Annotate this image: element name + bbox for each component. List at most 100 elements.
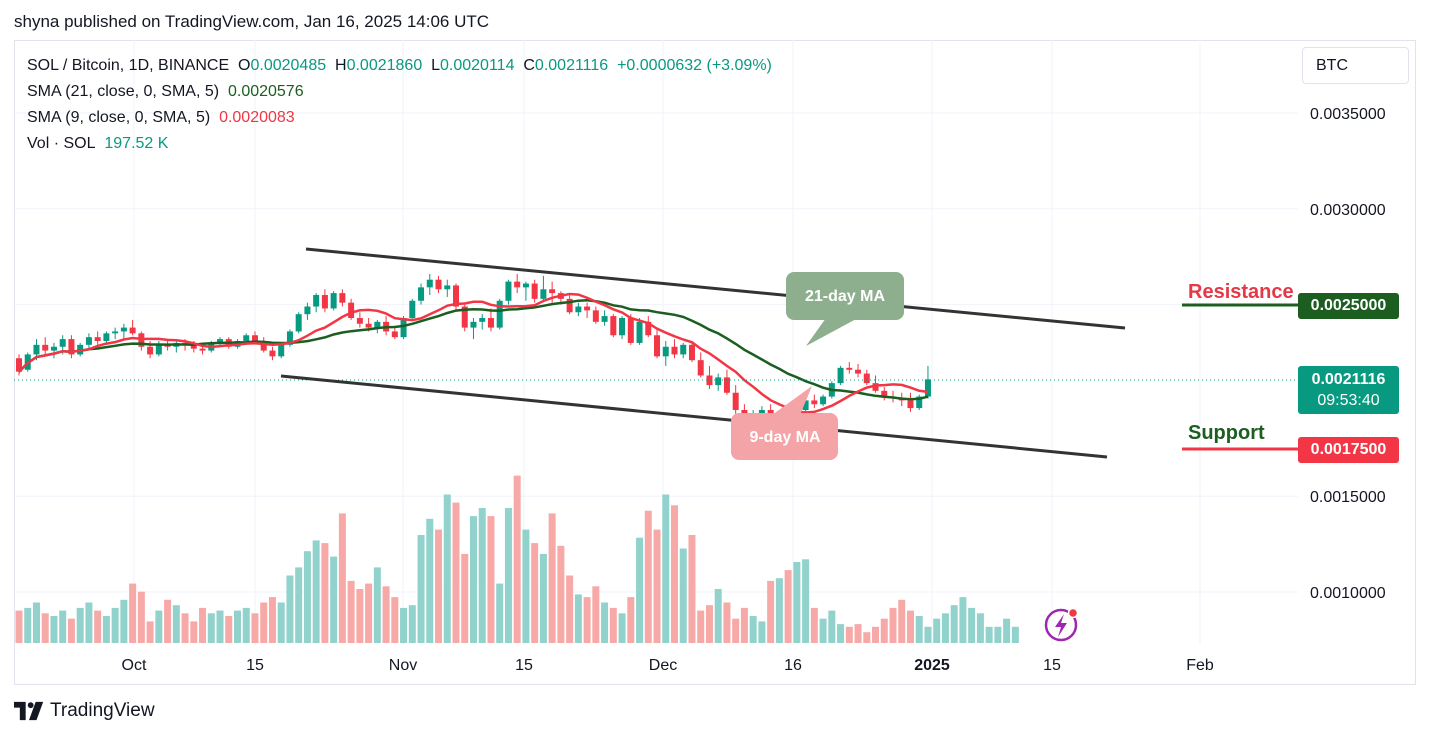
volume-bar	[784, 570, 792, 643]
volume-bar	[775, 578, 783, 643]
candle-body	[426, 279, 433, 288]
volume-row[interactable]: Vol · SOL 197.52 K	[27, 131, 772, 157]
volume-bar	[732, 618, 740, 643]
sma9-label: SMA (9, close, 0, SMA, 5)	[27, 109, 211, 126]
volume-bar	[400, 607, 408, 643]
candle-body	[549, 289, 556, 294]
candle-body	[33, 344, 40, 355]
candle-body	[575, 306, 582, 313]
volume-bar	[906, 610, 914, 643]
candle-body	[496, 300, 503, 328]
change-value: +0.0000632 (+3.09%)	[617, 57, 772, 74]
candles	[16, 273, 931, 428]
x-tick-label: Nov	[389, 657, 417, 674]
volume-bar	[94, 610, 102, 643]
volume-bar	[487, 516, 495, 643]
candle-body	[50, 346, 57, 351]
candle-body	[356, 318, 363, 324]
volume-bar	[802, 559, 810, 643]
y-tick-label: 0.0030000	[1310, 202, 1386, 219]
candle-body	[514, 281, 521, 288]
volume-bar	[382, 586, 390, 643]
footer-brand[interactable]: TradingView	[14, 700, 155, 722]
volume-bar	[129, 583, 137, 643]
candle-body	[610, 316, 617, 336]
symbol-label[interactable]: SOL / Bitcoin, 1D, BINANCE	[27, 57, 230, 74]
footer-brand-name: TradingView	[50, 700, 155, 721]
volume-bar	[574, 594, 582, 643]
close-value: 0.0021116	[534, 57, 609, 74]
candle-body	[313, 295, 320, 307]
volume-bar	[609, 607, 617, 643]
candle-body	[688, 344, 695, 361]
volume-bar	[120, 599, 128, 643]
volume-bar	[592, 586, 600, 643]
support-label: Support	[1188, 422, 1265, 444]
volume-bar	[618, 613, 626, 643]
candle-body	[863, 373, 870, 384]
volume-bar	[190, 621, 198, 643]
candle-body	[330, 293, 337, 309]
channel-lower-line[interactable]	[280, 374, 1108, 459]
candle-body	[522, 283, 529, 288]
candle-body	[479, 318, 486, 322]
candle-body	[680, 344, 687, 355]
candle-body	[592, 310, 599, 322]
volume-bar	[391, 597, 399, 643]
currency-button[interactable]: BTC	[1302, 47, 1409, 84]
volume-bar	[697, 610, 705, 643]
candle-body	[339, 293, 346, 303]
open-value: 0.0020485	[250, 57, 327, 74]
volume-bar	[234, 610, 241, 643]
lightning-icon[interactable]	[1044, 607, 1079, 642]
volume-bar	[146, 621, 154, 643]
candle-body	[243, 335, 250, 342]
candle-body	[470, 321, 477, 328]
volume-bar	[854, 624, 862, 643]
volume-bar	[426, 518, 434, 643]
volume-bar	[277, 602, 285, 643]
volume-bar	[443, 494, 451, 643]
volume-bar	[76, 607, 84, 643]
volume-bars	[15, 475, 1019, 643]
candle-body	[278, 344, 285, 357]
candle-body	[59, 339, 66, 347]
candle-body	[767, 409, 774, 416]
x-tick-label: Dec	[649, 657, 677, 674]
sma9-row[interactable]: SMA (9, close, 0, SMA, 5) 0.0020083	[27, 105, 772, 131]
volume-bar	[548, 513, 556, 643]
sma21-row[interactable]: SMA (21, close, 0, SMA, 5) 0.0020576	[27, 79, 772, 105]
volume-bar	[338, 513, 346, 643]
candle-body	[723, 377, 730, 393]
candle-body	[872, 383, 879, 391]
candle-body	[802, 400, 809, 410]
volume-bar	[889, 607, 897, 643]
volume-label: Vol · SOL	[27, 135, 96, 152]
candle-body	[68, 339, 75, 355]
volume-bar	[155, 610, 163, 643]
publisher-header: shyna published on TradingView.com, Jan …	[14, 12, 490, 31]
volume-bar	[172, 605, 180, 643]
current-price-value: 0.0021116	[1311, 371, 1386, 388]
volume-bar	[863, 632, 871, 643]
candle-body	[907, 400, 914, 409]
candle-body	[103, 333, 110, 342]
volume-bar	[636, 537, 644, 643]
volume-bar	[469, 516, 477, 643]
volume-bar	[915, 616, 923, 643]
volume-bar	[898, 599, 906, 643]
volume-bar	[408, 605, 416, 643]
volume-bar	[723, 602, 731, 643]
volume-bar	[207, 613, 215, 643]
channel-upper-line[interactable]	[305, 247, 1126, 330]
volume-bar	[705, 605, 713, 643]
chart-frame	[14, 40, 1416, 685]
volume-bar	[566, 575, 574, 643]
candle-body	[601, 316, 608, 322]
ma9-callout-label: 9-day MA	[749, 429, 821, 446]
volume-bar	[242, 607, 250, 643]
volume-bar	[828, 610, 836, 643]
candle-body	[94, 337, 101, 342]
volume-bar	[1011, 626, 1019, 643]
